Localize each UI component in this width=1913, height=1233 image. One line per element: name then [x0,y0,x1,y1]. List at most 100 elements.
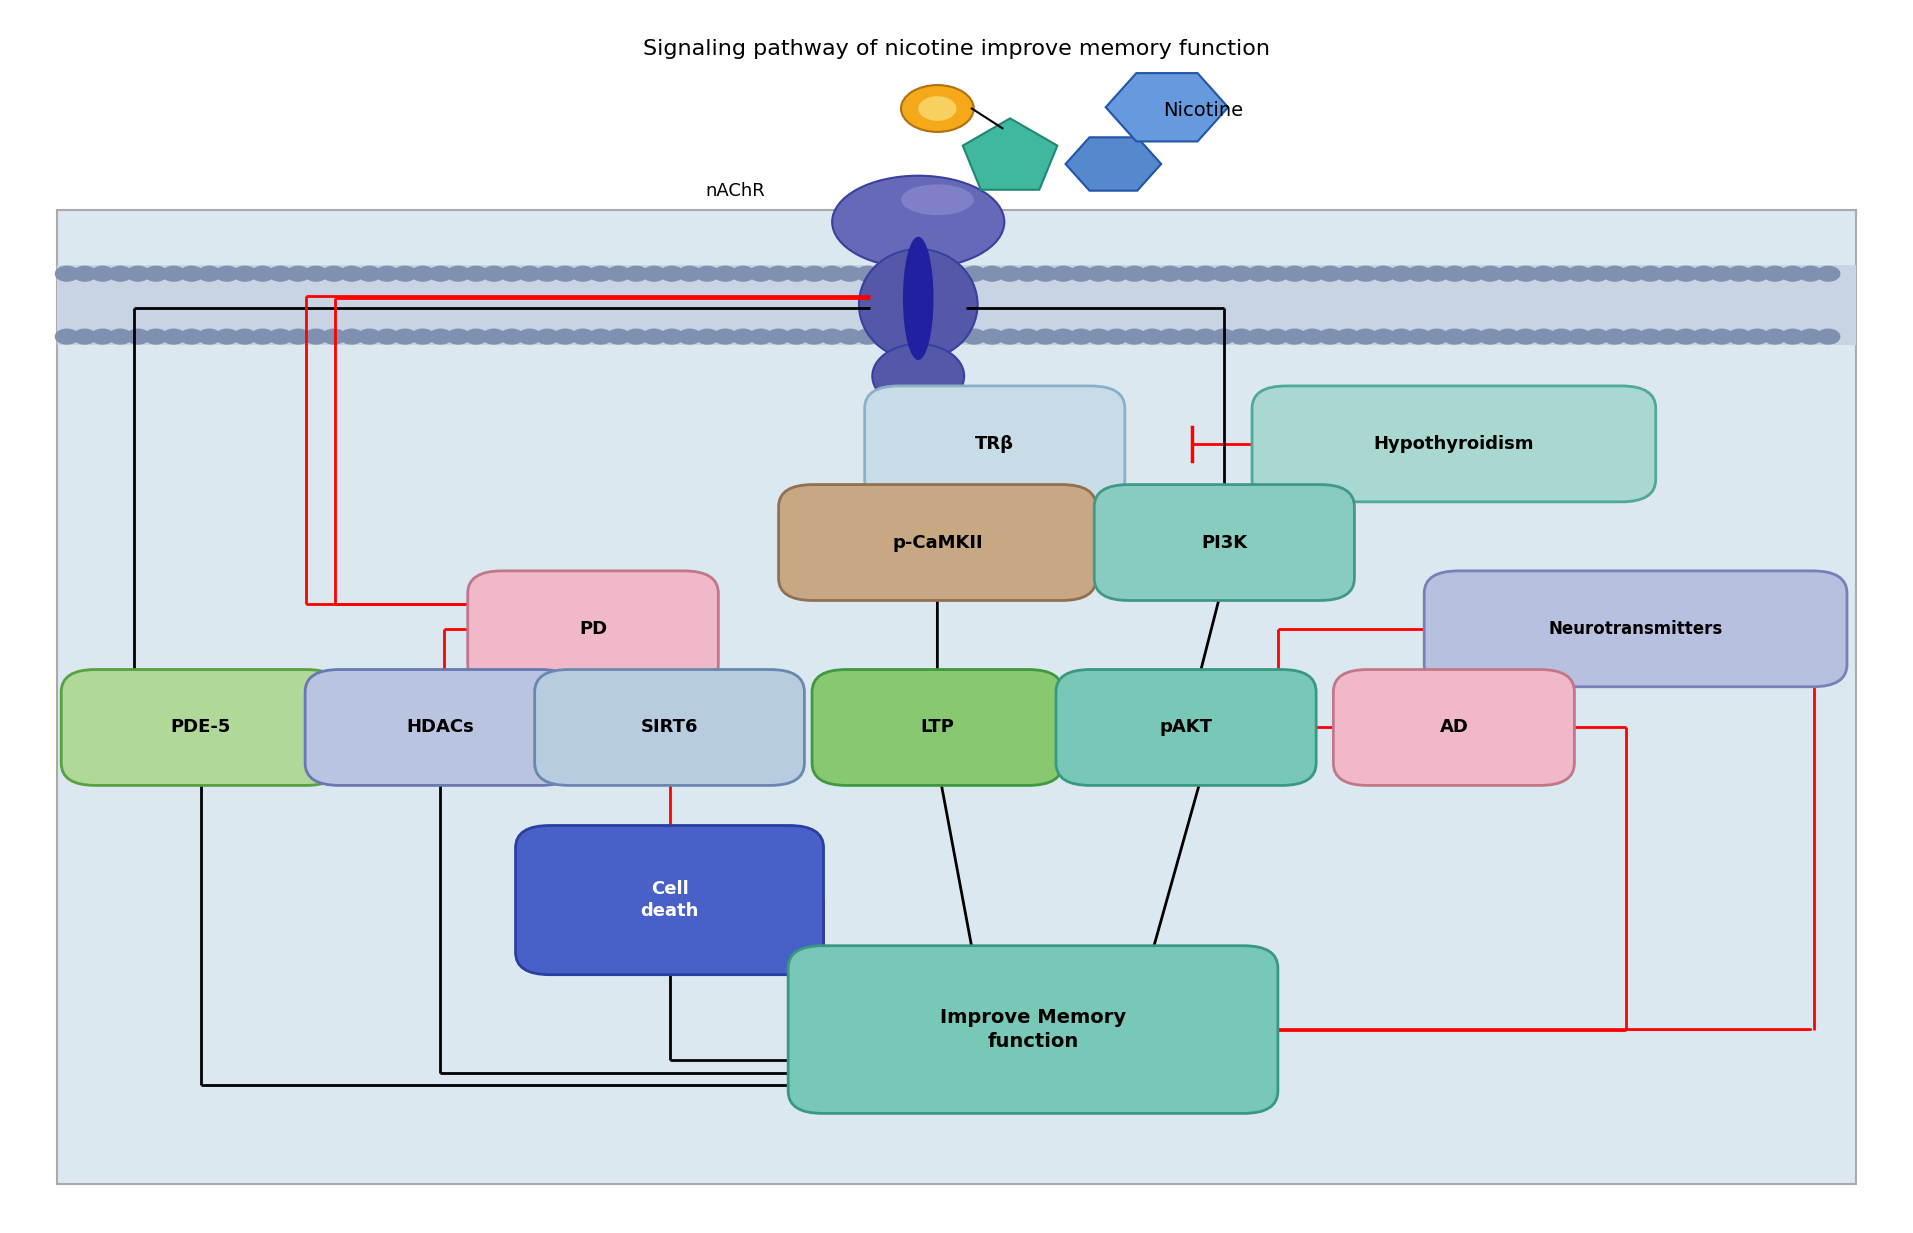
Circle shape [606,266,629,281]
Ellipse shape [832,176,1004,269]
Circle shape [1264,266,1287,281]
Circle shape [126,329,149,344]
Circle shape [145,266,168,281]
Circle shape [626,266,649,281]
Circle shape [767,329,790,344]
Circle shape [197,329,220,344]
Circle shape [928,266,951,281]
Circle shape [1123,329,1146,344]
Circle shape [928,329,951,344]
Text: Neurotransmitters: Neurotransmitters [1548,620,1724,637]
Circle shape [358,266,381,281]
Text: SIRT6: SIRT6 [641,719,698,736]
Circle shape [429,266,451,281]
Circle shape [233,329,256,344]
Circle shape [1693,266,1716,281]
Circle shape [1639,329,1662,344]
Circle shape [1620,266,1643,281]
Circle shape [857,266,880,281]
Circle shape [1747,329,1770,344]
Circle shape [962,329,985,344]
Circle shape [891,329,914,344]
Circle shape [1140,266,1163,281]
Circle shape [1264,329,1287,344]
Circle shape [821,329,844,344]
Circle shape [1569,266,1592,281]
Circle shape [145,329,168,344]
Circle shape [92,266,115,281]
Circle shape [1176,266,1199,281]
Circle shape [1372,266,1395,281]
Text: PI3K: PI3K [1201,534,1247,551]
Circle shape [1674,266,1697,281]
Circle shape [448,266,471,281]
Circle shape [411,266,434,281]
FancyBboxPatch shape [1056,670,1316,785]
Circle shape [448,329,471,344]
FancyBboxPatch shape [865,386,1125,502]
Text: Cell
death: Cell death [641,880,698,920]
Circle shape [233,266,256,281]
Circle shape [1425,329,1448,344]
Circle shape [1764,266,1787,281]
Circle shape [945,266,968,281]
Circle shape [1550,266,1572,281]
Circle shape [1747,266,1770,281]
Text: Signaling pathway of nicotine improve memory function: Signaling pathway of nicotine improve me… [643,39,1270,59]
Circle shape [536,266,559,281]
Polygon shape [1106,73,1228,142]
Circle shape [536,329,559,344]
Circle shape [962,266,985,281]
Circle shape [1727,266,1750,281]
Circle shape [73,329,96,344]
Circle shape [341,329,363,344]
Circle shape [341,266,363,281]
Circle shape [750,329,773,344]
Circle shape [714,266,737,281]
Circle shape [1462,266,1484,281]
Circle shape [696,329,719,344]
Circle shape [394,329,417,344]
Circle shape [901,85,974,132]
FancyBboxPatch shape [515,826,823,974]
Circle shape [643,266,666,281]
Circle shape [767,266,790,281]
Circle shape [643,329,666,344]
Circle shape [1798,329,1821,344]
Circle shape [1301,266,1324,281]
FancyBboxPatch shape [534,670,803,785]
Circle shape [750,266,773,281]
Circle shape [626,329,649,344]
Circle shape [838,266,861,281]
Circle shape [1069,329,1092,344]
Circle shape [679,329,700,344]
Ellipse shape [903,237,934,360]
Circle shape [1035,266,1058,281]
Circle shape [304,266,327,281]
Circle shape [1052,266,1075,281]
Circle shape [1479,266,1502,281]
Circle shape [163,329,186,344]
Circle shape [1781,266,1804,281]
Circle shape [429,329,451,344]
Text: HDACs: HDACs [406,719,474,736]
Circle shape [909,329,932,344]
Circle shape [1532,266,1555,281]
Circle shape [518,329,541,344]
Circle shape [501,266,524,281]
FancyBboxPatch shape [61,670,341,785]
Circle shape [1798,266,1821,281]
Circle shape [180,266,203,281]
Circle shape [1442,266,1465,281]
Circle shape [1106,329,1129,344]
Text: nAChR: nAChR [706,182,765,200]
Circle shape [1425,266,1448,281]
Circle shape [1035,329,1058,344]
Circle shape [660,329,683,344]
Ellipse shape [901,185,974,216]
Circle shape [1639,266,1662,281]
Circle shape [411,329,434,344]
Circle shape [1230,329,1253,344]
Circle shape [1817,329,1840,344]
Circle shape [660,266,683,281]
